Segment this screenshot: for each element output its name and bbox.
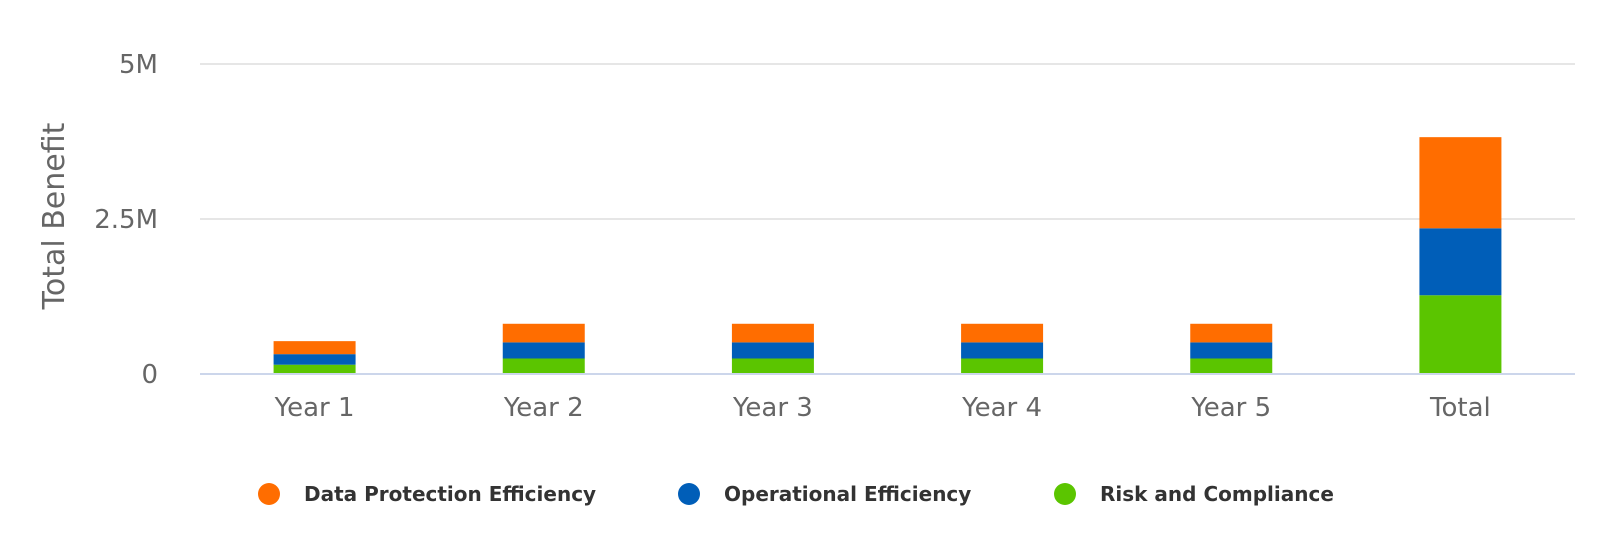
legend-item[interactable]: Data Protection Efficiency [258, 482, 596, 506]
legend-item[interactable]: Risk and Compliance [1054, 482, 1334, 506]
bar-segment[interactable] [502, 323, 585, 343]
gridlines [200, 63, 1575, 220]
bar-segment[interactable] [1419, 295, 1502, 374]
y-axis-title: Total Benefit [37, 122, 72, 310]
bars[interactable] [273, 137, 1502, 375]
bar-segment[interactable] [731, 358, 814, 375]
legend-swatch [1054, 483, 1076, 505]
bar-segment[interactable] [502, 342, 585, 359]
x-tick-label: Year 1 [274, 393, 355, 423]
bar-segment[interactable] [273, 341, 356, 355]
legend-label: Risk and Compliance [1100, 482, 1334, 506]
bar-segment[interactable] [1190, 358, 1273, 375]
y-tick-label: 0 [141, 360, 158, 390]
bar-segment[interactable] [961, 342, 1044, 359]
legend-swatch [678, 483, 700, 505]
y-tick-label: 2.5M [94, 205, 158, 235]
bar-segment[interactable] [273, 354, 356, 365]
bar-segment[interactable] [1419, 228, 1502, 296]
x-tick-label: Year 3 [732, 393, 813, 423]
bar-segment[interactable] [961, 323, 1044, 343]
x-tick-label: Year 2 [503, 393, 584, 423]
bar-segment[interactable] [731, 323, 814, 343]
y-tick-label: 5M [119, 50, 158, 80]
bar-segment[interactable] [1190, 342, 1273, 359]
bar-segment[interactable] [731, 342, 814, 359]
x-axis-ticks: Year 1 Year 2 Year 3 Year 4 Year 5 Total [274, 393, 1491, 423]
x-tick-label: Total [1429, 393, 1491, 423]
legend[interactable]: Data Protection Efficiency Operational Ef… [258, 482, 1334, 506]
legend-item[interactable]: Operational Efficiency [678, 482, 971, 506]
bar-segment[interactable] [961, 358, 1044, 375]
legend-label: Data Protection Efficiency [304, 482, 596, 506]
x-tick-label: Year 4 [961, 393, 1042, 423]
bar-segment[interactable] [1190, 323, 1273, 343]
legend-swatch [258, 483, 280, 505]
bar-segment[interactable] [502, 358, 585, 375]
legend-label: Operational Efficiency [724, 482, 971, 506]
bar-segment[interactable] [1419, 137, 1502, 229]
bar-segment[interactable] [273, 364, 356, 374]
y-axis-ticks: 0 2.5M 5M [94, 50, 158, 390]
x-tick-label: Year 5 [1190, 393, 1271, 423]
